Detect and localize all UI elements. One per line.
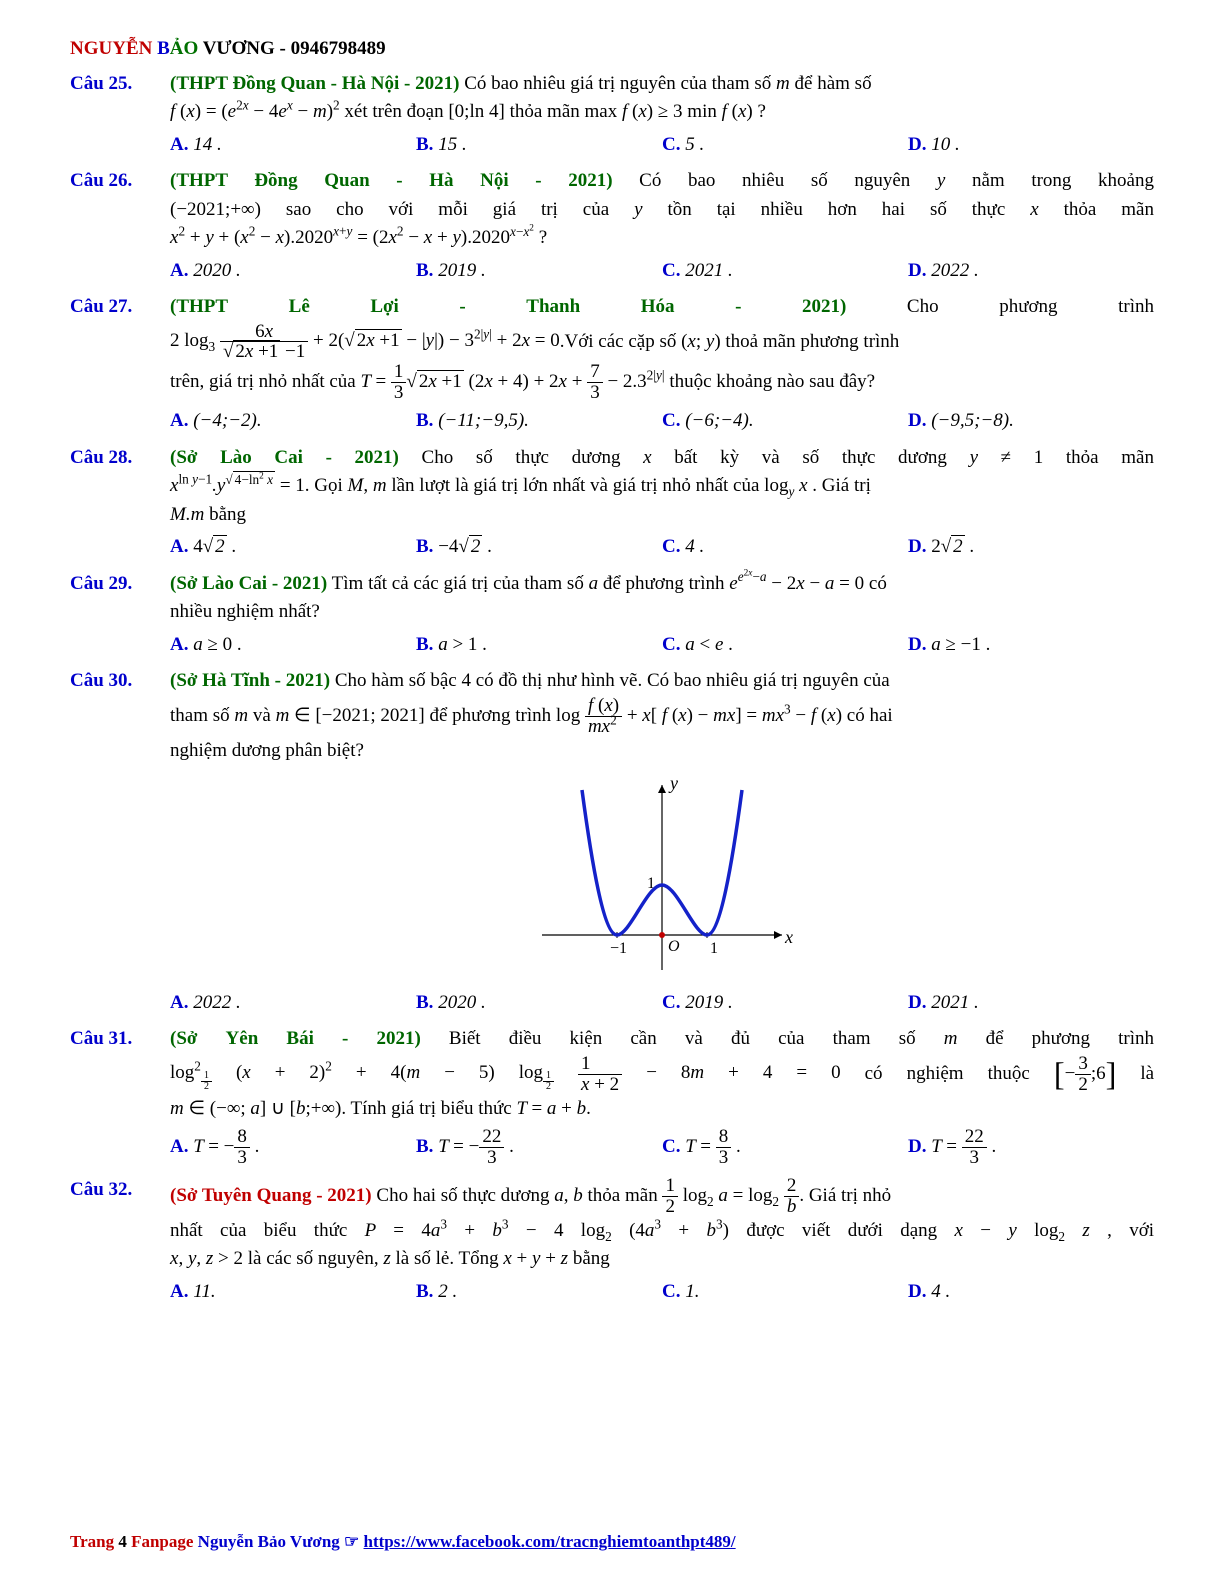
svg-text:y: y (668, 775, 678, 793)
question-32: Câu 32. (Sở Tuyên Quang - 2021) Cho hai … (70, 1176, 1154, 1306)
question-body: (THPT Đồng Quan - Hà Nội - 2021) Có bao … (170, 167, 1154, 285)
question-label: Câu 30. (70, 667, 170, 1017)
graph: x y O −1 1 1 (170, 775, 1154, 985)
options-row: A. 42 . B. −42 . C. 4 . D. 22 . (170, 533, 1154, 562)
header-name-red: NGUYỄN (70, 38, 157, 59)
question-31: Câu 31. (Sở Yên Bái - 2021) Biết điều ki… (70, 1025, 1154, 1168)
question-label: Câu 32. (70, 1176, 170, 1306)
question-25: Câu 25. (THPT Đồng Quan - Hà Nội - 2021)… (70, 70, 1154, 160)
pointer-icon: ☞ (344, 1532, 364, 1551)
page-footer: Trang 4 Fanpage Nguyễn Bảo Vương ☞ https… (70, 1529, 1154, 1555)
question-body: (Sở Lào Cai - 2021) Tìm tất cả các giá t… (170, 570, 1154, 660)
options-row: A. a ≥ 0 . B. a > 1 . C. a < e . D. a ≥ … (170, 631, 1154, 660)
question-body: (Sở Hà Tĩnh - 2021) Cho hàm số bậc 4 có … (170, 667, 1154, 1017)
question-source: (THPT Đồng Quan - Hà Nội - 2021) (170, 170, 613, 191)
question-29: Câu 29. (Sở Lào Cai - 2021) Tìm tất cả c… (70, 570, 1154, 660)
header-name-blue: B (157, 38, 170, 59)
math-expr: T = 132x +1 (2x + 4) + 2x + 73 − 2.32|y| (360, 371, 669, 392)
math-expr: x2 + y + (x2 − x).2020x+y = (2x2 − x + y… (170, 227, 547, 248)
question-30: Câu 30. (Sở Hà Tĩnh - 2021) Cho hàm số b… (70, 667, 1154, 1017)
header-name-black: VƯƠNG - 0946798489 (198, 38, 385, 59)
svg-text:1: 1 (710, 940, 718, 957)
svg-text:x: x (784, 927, 793, 947)
question-body: (THPT Lê Lợi - Thanh Hóa - 2021) Cho phư… (170, 293, 1154, 436)
page: NGUYỄN BẢO VƯƠNG - 0946798489 Câu 25. (T… (0, 0, 1224, 1584)
header-name-green: ẢO (170, 38, 199, 59)
question-body: (Sở Tuyên Quang - 2021) Cho hai số thực … (170, 1176, 1154, 1306)
math-expr: f (x) = (e2x − 4ex − m)2 (170, 101, 340, 122)
question-26: Câu 26. (THPT Đồng Quan - Hà Nội - 2021)… (70, 167, 1154, 285)
question-27: Câu 27. (THPT Lê Lợi - Thanh Hóa - 2021)… (70, 293, 1154, 436)
question-body: (THPT Đồng Quan - Hà Nội - 2021) Có bao … (170, 70, 1154, 160)
question-label: Câu 27. (70, 293, 170, 436)
options-row: A. (−4;−2). B. (−11;−9,5). C. (−6;−4). D… (170, 407, 1154, 436)
question-source: (Sở Hà Tĩnh - 2021) (170, 670, 330, 691)
question-label: Câu 31. (70, 1025, 170, 1168)
question-body: (Sở Yên Bái - 2021) Biết điều kiện cần v… (170, 1025, 1154, 1168)
question-label: Câu 25. (70, 70, 170, 160)
svg-text:O: O (668, 938, 680, 955)
options-row: A. 14 . B. 15 . C. 5 . D. 10 . (170, 131, 1154, 160)
question-label: Câu 26. (70, 167, 170, 285)
options-row: A. T = −83 . B. T = −223 . C. T = 83 . D… (170, 1127, 1154, 1168)
footer-link[interactable]: https://www.facebook.com/tracnghiemtoant… (364, 1532, 736, 1551)
question-28: Câu 28. (Sở Lào Cai - 2021) Cho số thực … (70, 444, 1154, 562)
question-source: (Sở Lào Cai - 2021) (170, 447, 399, 468)
question-label: Câu 29. (70, 570, 170, 660)
math-expr: log212 (x + 2)2 + 4(m − 5) log12 1x + 2 … (170, 1062, 865, 1083)
options-row: A. 2020 . B. 2019 . C. 2021 . D. 2022 . (170, 257, 1154, 286)
options-row: A. 2022 . B. 2020 . C. 2019 . D. 2021 . (170, 989, 1154, 1018)
math-expr: xln y−1.y4−ln2 x = 1 (170, 475, 305, 496)
svg-text:−1: −1 (610, 940, 627, 957)
question-source: (THPT Đồng Quan - Hà Nội - 2021) (170, 73, 459, 94)
math-expr: 2 log3 6x2x +1 −1 + 2(2x +1 − |y|) − 32|… (170, 330, 560, 351)
math-expr: log f (x)mx2 + x[ f (x) − mx] = mx3 − f … (556, 705, 847, 726)
question-source: (Sở Lào Cai - 2021) (170, 573, 327, 594)
page-header: NGUYỄN BẢO VƯƠNG - 0946798489 (70, 35, 1154, 64)
question-label: Câu 28. (70, 444, 170, 562)
question-source: (Sở Tuyên Quang - 2021) (170, 1185, 372, 1206)
quartic-graph: x y O −1 1 1 (522, 775, 802, 975)
footer-name: Nguyễn Bảo Vương (198, 1532, 344, 1551)
options-row: A. 11. B. 2 . C. 1. D. 4 . (170, 1278, 1154, 1307)
question-body: (Sở Lào Cai - 2021) Cho số thực dương x … (170, 444, 1154, 562)
